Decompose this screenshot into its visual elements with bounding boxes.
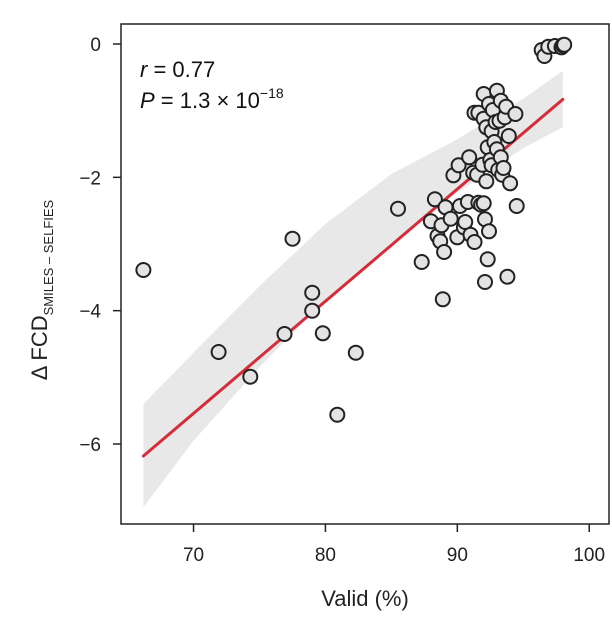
data-point — [242, 368, 259, 385]
data-point — [304, 302, 321, 319]
data-point — [450, 157, 467, 174]
y-tick-label: −2 — [79, 168, 101, 189]
r-annotation: r = 0.77 — [140, 57, 215, 82]
data-point — [442, 210, 459, 227]
data-point — [210, 344, 227, 360]
data-point — [436, 244, 453, 260]
plot-frame — [120, 23, 610, 525]
y-axis-label: Δ FCDSMILES – SELFIES — [27, 199, 56, 380]
data-point — [276, 326, 293, 342]
p-value: = 1.3 × 10 — [155, 88, 260, 113]
data-point — [329, 406, 346, 423]
data-point — [413, 254, 430, 270]
data-point — [507, 106, 524, 122]
data-point — [475, 195, 492, 212]
y-tick-label: −6 — [79, 435, 101, 456]
x-tick-label: 90 — [447, 545, 468, 566]
data-point — [495, 160, 512, 176]
data-point — [135, 262, 152, 278]
data-point — [304, 284, 321, 301]
x-axis-label: Valid (%) — [321, 586, 409, 611]
data-point — [461, 149, 478, 166]
data-point — [390, 200, 406, 217]
data-point — [508, 198, 525, 214]
data-point — [434, 291, 451, 308]
data-point — [479, 251, 496, 268]
data-point — [314, 325, 331, 342]
p-annotation: P = 1.3 × 10−18 — [140, 85, 284, 113]
data-point — [426, 191, 443, 208]
data-point — [284, 230, 301, 247]
p-exponent: −18 — [260, 85, 284, 101]
data-point — [478, 173, 495, 190]
confidence-band-layer — [143, 70, 563, 508]
data-point — [500, 128, 517, 144]
p-symbol: P — [140, 88, 155, 113]
data-points-layer — [135, 36, 573, 423]
data-point — [347, 344, 364, 361]
data-point — [502, 175, 519, 192]
r-symbol: r — [140, 57, 149, 82]
data-point — [477, 274, 493, 290]
x-tick-label: 100 — [573, 545, 605, 566]
x-tick-label: 70 — [183, 545, 204, 566]
confidence-band — [143, 70, 563, 508]
y-axis-label-main: Δ FCD — [27, 315, 52, 380]
y-axis-label-subscript: SMILES – SELFIES — [41, 199, 56, 315]
r-value: = 0.77 — [147, 57, 215, 82]
x-tick-label: 80 — [315, 545, 336, 566]
data-point — [481, 223, 497, 240]
data-point — [556, 36, 573, 53]
y-tick-label: 0 — [90, 35, 101, 56]
axes-layer: 70 80 90 100 0 −2 −4 −6 — [79, 23, 610, 566]
data-point — [499, 268, 516, 285]
y-tick-label: −4 — [79, 302, 101, 323]
data-point — [466, 234, 483, 250]
